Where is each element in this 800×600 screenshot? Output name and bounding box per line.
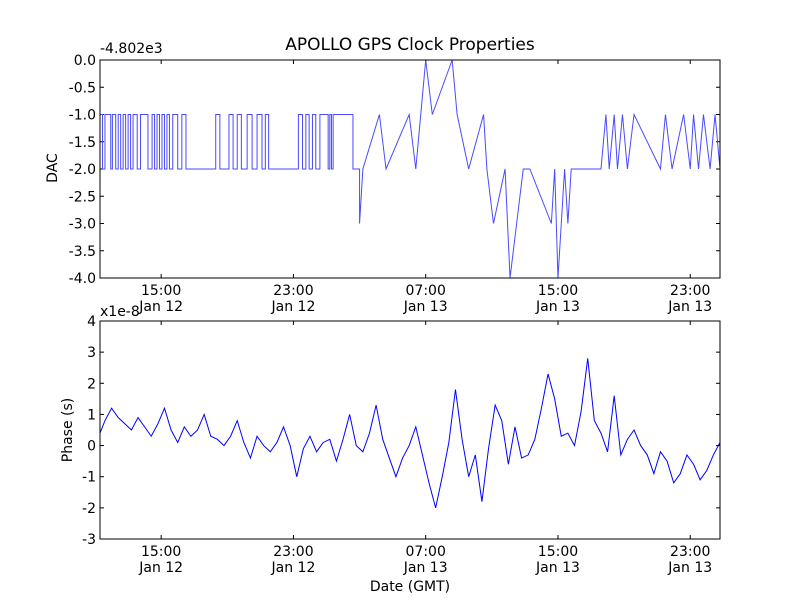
chart-title: APOLLO GPS Clock Properties — [285, 35, 535, 55]
dac-x-tick-time: 15:00 — [141, 283, 181, 299]
phase-x-tick-time: 23:00 — [670, 544, 710, 560]
phase-x-tick-date: Jan 13 — [535, 560, 580, 576]
dac-y-axis-label: DAC — [45, 153, 61, 183]
phase-subplot: x1e-8 Phase (s) Date (GMT) 4 3 2 1 0 -1 -2 -3 15… — [60, 304, 721, 595]
dac-y-tick-label: -1.5 — [69, 135, 96, 151]
dac-x-tick-time: 23:00 — [670, 283, 710, 299]
dac-ticks: 0.0 -0.5 -1.0 -1.5 -2.0 -2.5 -3.0 -3.5 -4.0 15:00… — [69, 53, 720, 315]
phase-x-tick-time: 15:00 — [538, 544, 578, 560]
phase-y-tick-label: -2 — [82, 501, 96, 517]
phase-y-tick-label: -1 — [82, 470, 96, 486]
dac-x-tick-time: 15:00 — [538, 283, 578, 299]
phase-x-tick-date: Jan 12 — [138, 560, 183, 576]
dac-x-tick-date: Jan 12 — [271, 299, 316, 315]
phase-offset-label: x1e-8 — [100, 304, 140, 320]
dac-y-tick-label: 0.0 — [74, 53, 96, 69]
dac-y-tick-label: -4.0 — [69, 271, 96, 287]
dac-x-tick-time: 07:00 — [406, 283, 446, 299]
dac-y-tick-label: -1.0 — [69, 108, 96, 124]
dac-x-tick-date: Jan 12 — [138, 299, 183, 315]
phase-x-tick-date: Jan 13 — [667, 560, 712, 576]
dac-x-tick-date: Jan 13 — [667, 299, 712, 315]
phase-y-tick-label: 0 — [87, 439, 96, 455]
phase-y-tick-label: 2 — [87, 376, 96, 392]
phase-y-tick-label: 1 — [87, 407, 96, 423]
phase-y-axis-label: Phase (s) — [60, 398, 76, 462]
dac-y-tick-label: -3.5 — [69, 244, 96, 260]
dac-x-tick-time: 23:00 — [273, 283, 313, 299]
phase-x-tick-date: Jan 13 — [403, 560, 448, 576]
phase-y-tick-label: 4 — [87, 314, 96, 330]
phase-axes-frame — [99, 320, 721, 540]
dac-x-tick-date: Jan 13 — [535, 299, 580, 315]
dac-y-tick-label: -3.0 — [69, 217, 96, 233]
phase-y-tick-label: 3 — [87, 345, 96, 361]
dac-series-line — [100, 59, 721, 279]
phase-series-line — [99, 358, 721, 508]
phase-x-tick-time: 07:00 — [406, 544, 446, 560]
dac-y-tick-label: -2.5 — [69, 189, 96, 205]
phase-y-tick-label: -3 — [82, 532, 96, 548]
dac-offset-label: -4.802e3 — [100, 41, 163, 57]
dac-subplot: APOLLO GPS Clock Properties -4.802e3 DAC… — [45, 35, 721, 315]
dac-y-tick-label: -2.0 — [69, 162, 96, 178]
dac-x-tick-date: Jan 13 — [403, 299, 448, 315]
phase-x-tick-time: 15:00 — [141, 544, 181, 560]
dac-y-tick-label: -0.5 — [69, 80, 96, 96]
phase-x-tick-time: 23:00 — [273, 544, 313, 560]
dac-axes-frame — [99, 59, 721, 279]
phase-x-axis-label: Date (GMT) — [370, 579, 450, 595]
phase-x-tick-date: Jan 12 — [271, 560, 316, 576]
